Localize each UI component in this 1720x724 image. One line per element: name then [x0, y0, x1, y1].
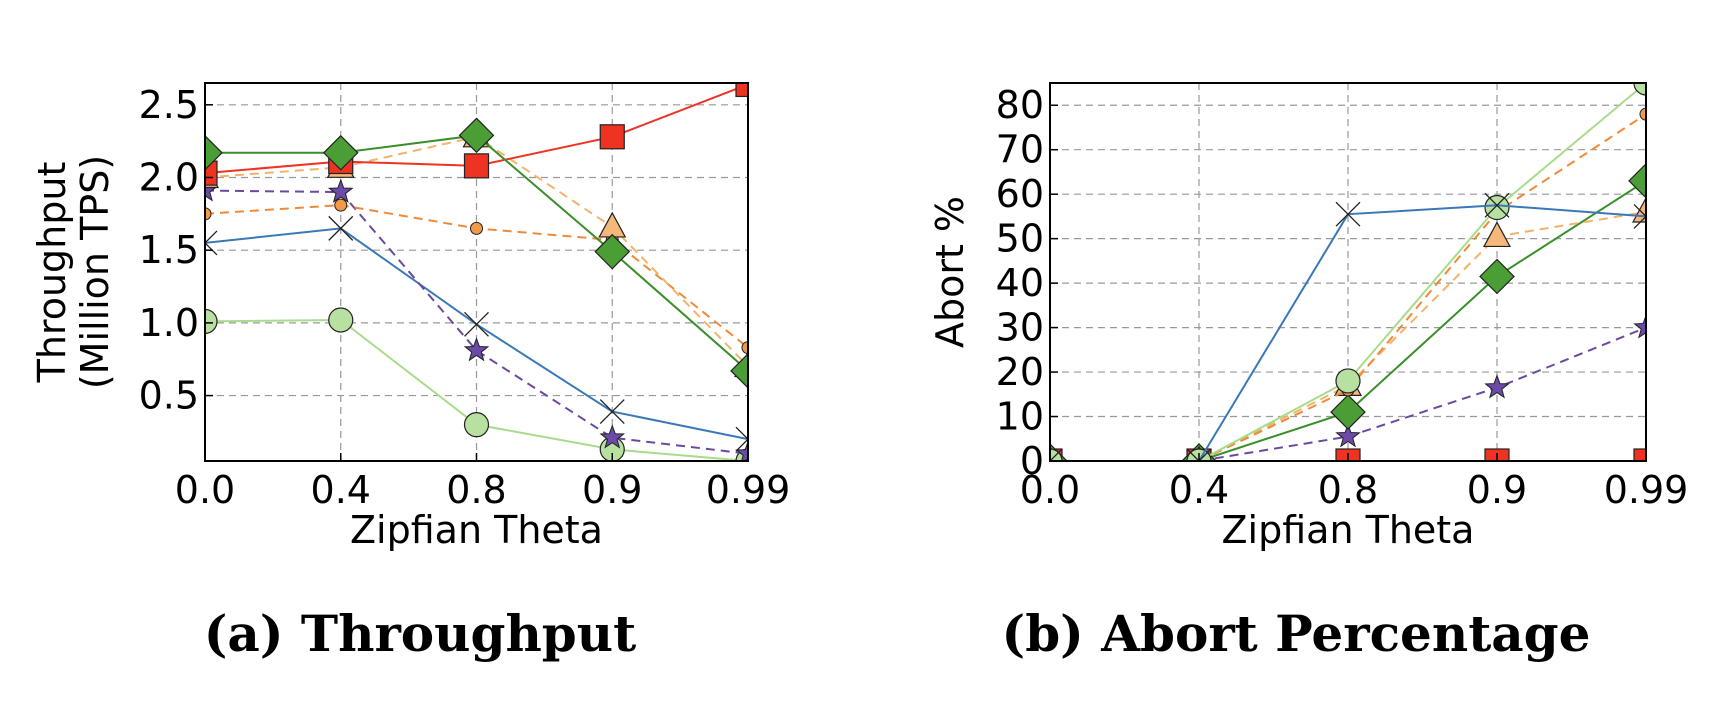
x-marker [1050, 448, 1063, 461]
series-group [205, 83, 748, 461]
x-tick-label: 0.4 [1169, 468, 1229, 512]
series-line [1050, 326, 1646, 461]
star-marker [1335, 423, 1361, 448]
x-tick-label: 0.8 [446, 468, 506, 512]
diamond-marker [1479, 258, 1515, 295]
star-marker [735, 440, 748, 461]
x-marker [1335, 201, 1361, 227]
circle-marker [1335, 368, 1361, 394]
y-tick-label: 10 [996, 395, 1044, 439]
x-axis-label: Zipfian Theta [1222, 508, 1475, 552]
y-tick-label: 1.0 [139, 301, 199, 345]
series-markers [1050, 192, 1646, 461]
y-tick-label: 40 [996, 261, 1044, 305]
x-tick-label: 0.9 [582, 468, 642, 512]
dot-marker [741, 341, 748, 355]
triangle-marker [1482, 221, 1512, 248]
x-tick-label: 0.99 [1604, 468, 1689, 512]
y-tick-label: 70 [996, 128, 1044, 172]
series-markers [205, 117, 748, 389]
caption-throughput: (a) Throughput [203, 604, 637, 663]
square-marker [599, 124, 625, 150]
x-axis-label: Zipfian Theta [350, 508, 603, 552]
circle-marker [1484, 194, 1510, 221]
y-axis-label: Abort % [928, 196, 972, 348]
series-group [1050, 83, 1646, 461]
y-tick-label: 1.5 [139, 228, 199, 272]
y-tick-label: 0 [1020, 439, 1044, 483]
x-tick-label: 0.0 [175, 468, 235, 512]
y-tick-label: 20 [996, 350, 1044, 394]
y-tick-label: 2.5 [139, 83, 199, 127]
diamond-marker [322, 134, 359, 171]
diamond-marker [730, 353, 748, 389]
square-marker [735, 83, 748, 98]
y-tick-label: 60 [996, 172, 1044, 216]
x-tick-label: 0.8 [1318, 468, 1378, 512]
star-marker [1633, 314, 1646, 339]
y-tick-label: 50 [996, 217, 1044, 261]
x-marker [599, 399, 625, 425]
y-tick-label: 30 [996, 306, 1044, 350]
star-marker [463, 337, 490, 362]
diamond-marker [458, 117, 495, 154]
x-tick-label: 0.99 [706, 468, 791, 512]
circle-marker [1633, 83, 1646, 96]
chart-panel-1: 0.0 0.4 0.8 0.9 0.99 0.5 1.0 1.5 2.0 2.5 Zipfian T… [30, 82, 791, 552]
square-marker [463, 153, 490, 179]
series-markers [205, 177, 748, 461]
dot-marker [205, 207, 212, 221]
x-marker [1484, 192, 1510, 218]
square-marker [1633, 448, 1646, 461]
x-tick-label: 0.4 [311, 468, 371, 512]
diamond-marker [205, 134, 223, 171]
x-marker [1633, 203, 1646, 229]
circle-marker [328, 307, 354, 333]
diamond-marker [1330, 394, 1366, 430]
x-marker [328, 215, 354, 241]
series-markers [205, 215, 748, 452]
circle-marker [463, 412, 490, 438]
star-marker [599, 424, 626, 449]
series-markers [205, 198, 748, 355]
series-line [1050, 113, 1646, 461]
x-tick-label: 0.9 [1467, 468, 1527, 512]
series-line [205, 189, 748, 455]
x-marker [735, 426, 748, 452]
dot-marker [334, 198, 348, 212]
dot-marker [470, 221, 483, 235]
circle-marker [205, 308, 218, 335]
dot-marker [1639, 107, 1646, 121]
y-tick-label: 2.0 [139, 156, 199, 200]
y-axis-label: (Million TPS) [73, 155, 117, 389]
diamond-marker [1628, 162, 1646, 199]
y-tick-label: 0.5 [139, 374, 199, 418]
x-marker [464, 311, 489, 337]
y-axis-label: Throughput [30, 162, 74, 384]
y-tick-label: 80 [996, 83, 1044, 127]
caption-abort: (b) Abort Percentage [1001, 604, 1591, 663]
x-marker [1186, 448, 1212, 461]
triangle-marker [598, 211, 627, 238]
diamond-marker [594, 233, 631, 270]
star-marker [1484, 374, 1510, 399]
star-marker [327, 178, 354, 203]
x-tick-label: 0.0 [1020, 468, 1080, 512]
